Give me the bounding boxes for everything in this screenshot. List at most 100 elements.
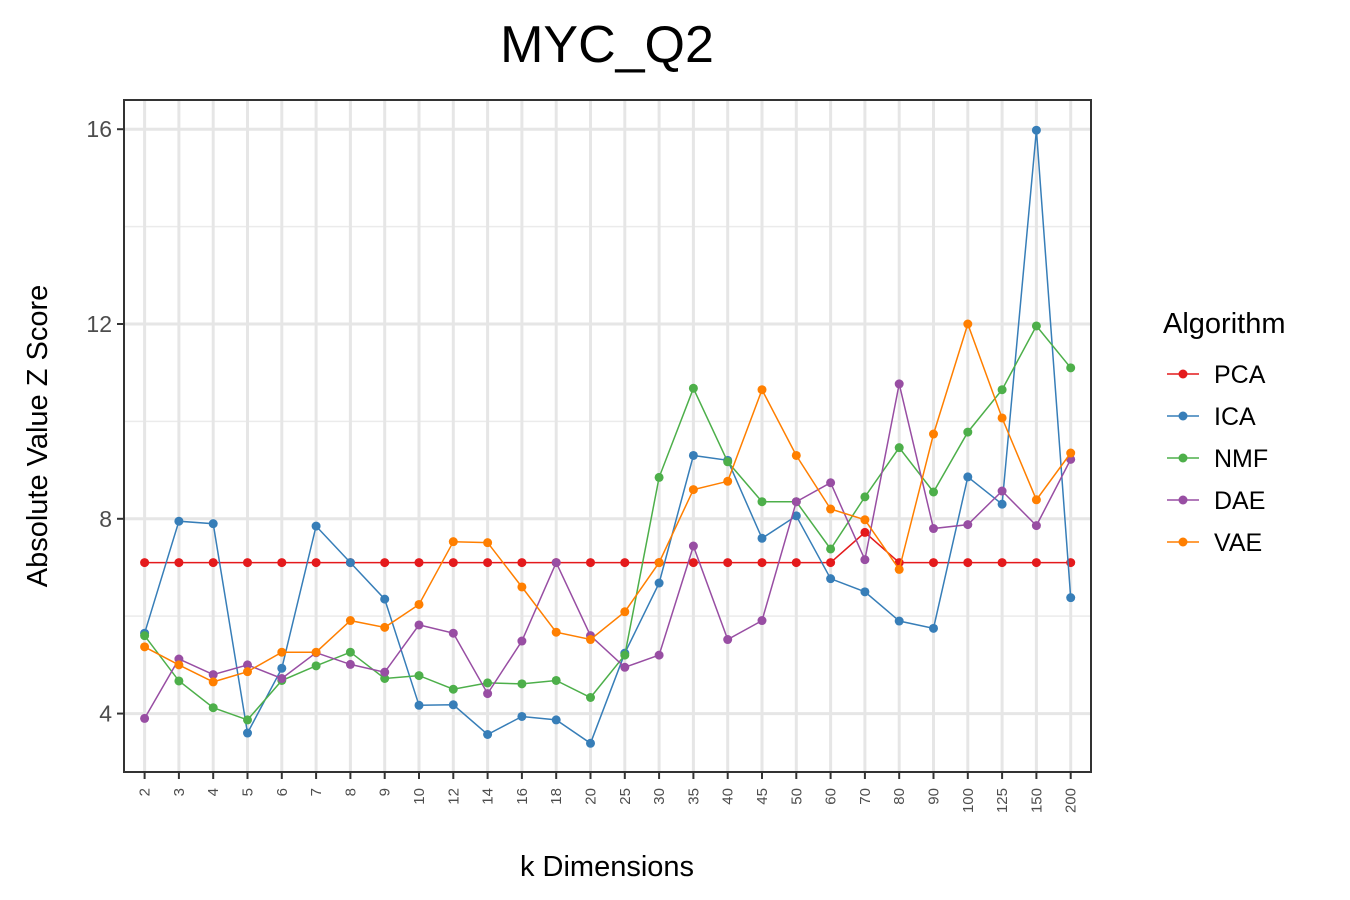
y-tick-label: 16 xyxy=(86,116,112,142)
data-point-pca xyxy=(791,558,801,568)
data-point-vae xyxy=(277,647,287,657)
legend-key-point xyxy=(1178,411,1188,421)
x-tick-label: 6 xyxy=(274,788,291,796)
data-point-dae xyxy=(380,667,390,677)
series-line-pca xyxy=(144,531,1071,564)
data-point-vae xyxy=(551,627,561,637)
legend-item-dae: DAE xyxy=(1167,487,1265,515)
data-point-nmf xyxy=(688,383,698,393)
data-point-ica xyxy=(311,521,321,531)
data-point-vae xyxy=(311,647,321,657)
data-point-vae xyxy=(448,537,458,547)
data-point-dae xyxy=(963,520,973,530)
data-point-pca xyxy=(688,558,698,568)
data-point-ica xyxy=(414,700,424,710)
legend-item-pca: PCA xyxy=(1167,361,1266,389)
data-point-pca xyxy=(208,558,218,568)
data-point-ica xyxy=(654,578,664,588)
data-point-nmf xyxy=(997,385,1007,395)
legend-key-point xyxy=(1178,369,1188,379)
x-tick-label: 45 xyxy=(754,788,771,805)
data-point-vae xyxy=(174,660,184,670)
data-point-pca xyxy=(1031,558,1041,568)
x-tick-label: 4 xyxy=(205,788,222,796)
series-line-ica xyxy=(143,130,1072,745)
x-tick-label: 70 xyxy=(857,788,874,805)
data-point-nmf xyxy=(414,671,424,681)
data-point-dae xyxy=(243,660,252,670)
data-point-vae xyxy=(826,504,836,514)
legend-label: PCA xyxy=(1214,361,1266,389)
data-point-pca xyxy=(517,558,527,568)
x-tick-label: 80 xyxy=(891,788,908,805)
x-axis-title: k Dimensions xyxy=(520,851,694,883)
series-nmf xyxy=(140,321,1076,725)
x-tick-label: 125 xyxy=(994,788,1011,813)
data-point-nmf xyxy=(243,715,252,725)
data-point-ica xyxy=(1066,593,1076,603)
data-point-nmf xyxy=(586,692,595,702)
x-tick-label: 20 xyxy=(583,788,600,805)
data-point-ica xyxy=(517,711,527,721)
data-point-vae xyxy=(380,622,390,632)
data-point-nmf xyxy=(380,674,390,684)
plot-frame xyxy=(123,99,1092,773)
x-tick-label: 30 xyxy=(651,788,668,805)
legend: Algorithm PCA ICA NMF DAE VAE xyxy=(1163,308,1286,557)
data-point-dae xyxy=(208,670,218,680)
x-tick-label: 10 xyxy=(411,788,428,805)
legend-item-vae: VAE xyxy=(1167,529,1262,557)
data-point-vae xyxy=(757,385,767,395)
series-line-vae xyxy=(144,321,1072,683)
x-tick-label: 7 xyxy=(308,788,325,796)
data-point-dae xyxy=(414,620,424,630)
data-point-nmf xyxy=(860,492,870,502)
y-tick-label: 4 xyxy=(99,701,112,727)
data-point-dae xyxy=(894,379,904,389)
x-tick-label: 50 xyxy=(788,788,805,805)
data-point-ica xyxy=(208,519,218,529)
data-point-nmf xyxy=(483,678,493,688)
data-point-ica xyxy=(894,616,904,626)
data-point-dae xyxy=(620,662,630,672)
data-point-pca xyxy=(414,558,424,568)
data-point-vae xyxy=(345,616,355,626)
data-point-dae xyxy=(277,674,287,684)
x-tick-label: 90 xyxy=(926,788,943,805)
data-point-ica xyxy=(586,738,595,748)
legend-key-point xyxy=(1178,495,1188,505)
x-tick-label: 5 xyxy=(240,788,257,796)
x-tick-label: 14 xyxy=(480,788,497,805)
legend-title: Algorithm xyxy=(1163,308,1286,340)
data-point-dae xyxy=(483,689,493,699)
data-point-vae xyxy=(517,582,527,592)
data-point-nmf xyxy=(826,544,836,554)
data-point-pca xyxy=(311,558,321,568)
data-point-pca xyxy=(963,558,973,568)
x-tick-label: 9 xyxy=(377,788,394,796)
data-point-dae xyxy=(140,713,150,723)
data-point-pca xyxy=(380,558,390,568)
y-tick-label: 8 xyxy=(99,506,112,532)
data-point-vae xyxy=(483,538,493,548)
data-point-ica xyxy=(345,558,355,568)
data-point-nmf xyxy=(1031,321,1041,331)
data-point-dae xyxy=(757,616,767,626)
x-tick-label: 35 xyxy=(685,788,702,805)
data-point-vae xyxy=(140,642,150,652)
data-point-nmf xyxy=(174,676,184,686)
data-point-pca xyxy=(174,558,184,568)
data-point-pca xyxy=(620,558,630,568)
legend-item-ica: ICA xyxy=(1167,403,1256,431)
data-point-vae xyxy=(929,429,938,439)
data-point-nmf xyxy=(311,661,321,671)
data-point-pca xyxy=(140,558,150,568)
legend-label: NMF xyxy=(1214,445,1268,473)
data-point-ica xyxy=(380,594,390,604)
x-tick-label: 2 xyxy=(137,788,154,796)
data-point-nmf xyxy=(963,427,973,437)
data-point-ica xyxy=(174,516,184,526)
data-point-vae xyxy=(860,515,870,525)
data-point-vae xyxy=(414,599,424,609)
